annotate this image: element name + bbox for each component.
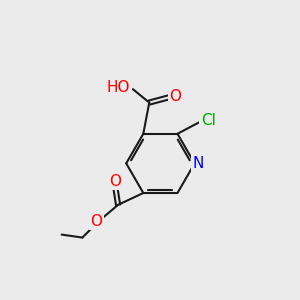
Text: N: N — [193, 156, 204, 171]
Text: HO: HO — [106, 80, 130, 95]
Text: Cl: Cl — [201, 113, 215, 128]
Text: O: O — [109, 174, 121, 189]
Text: O: O — [169, 89, 181, 104]
Text: O: O — [90, 214, 102, 229]
